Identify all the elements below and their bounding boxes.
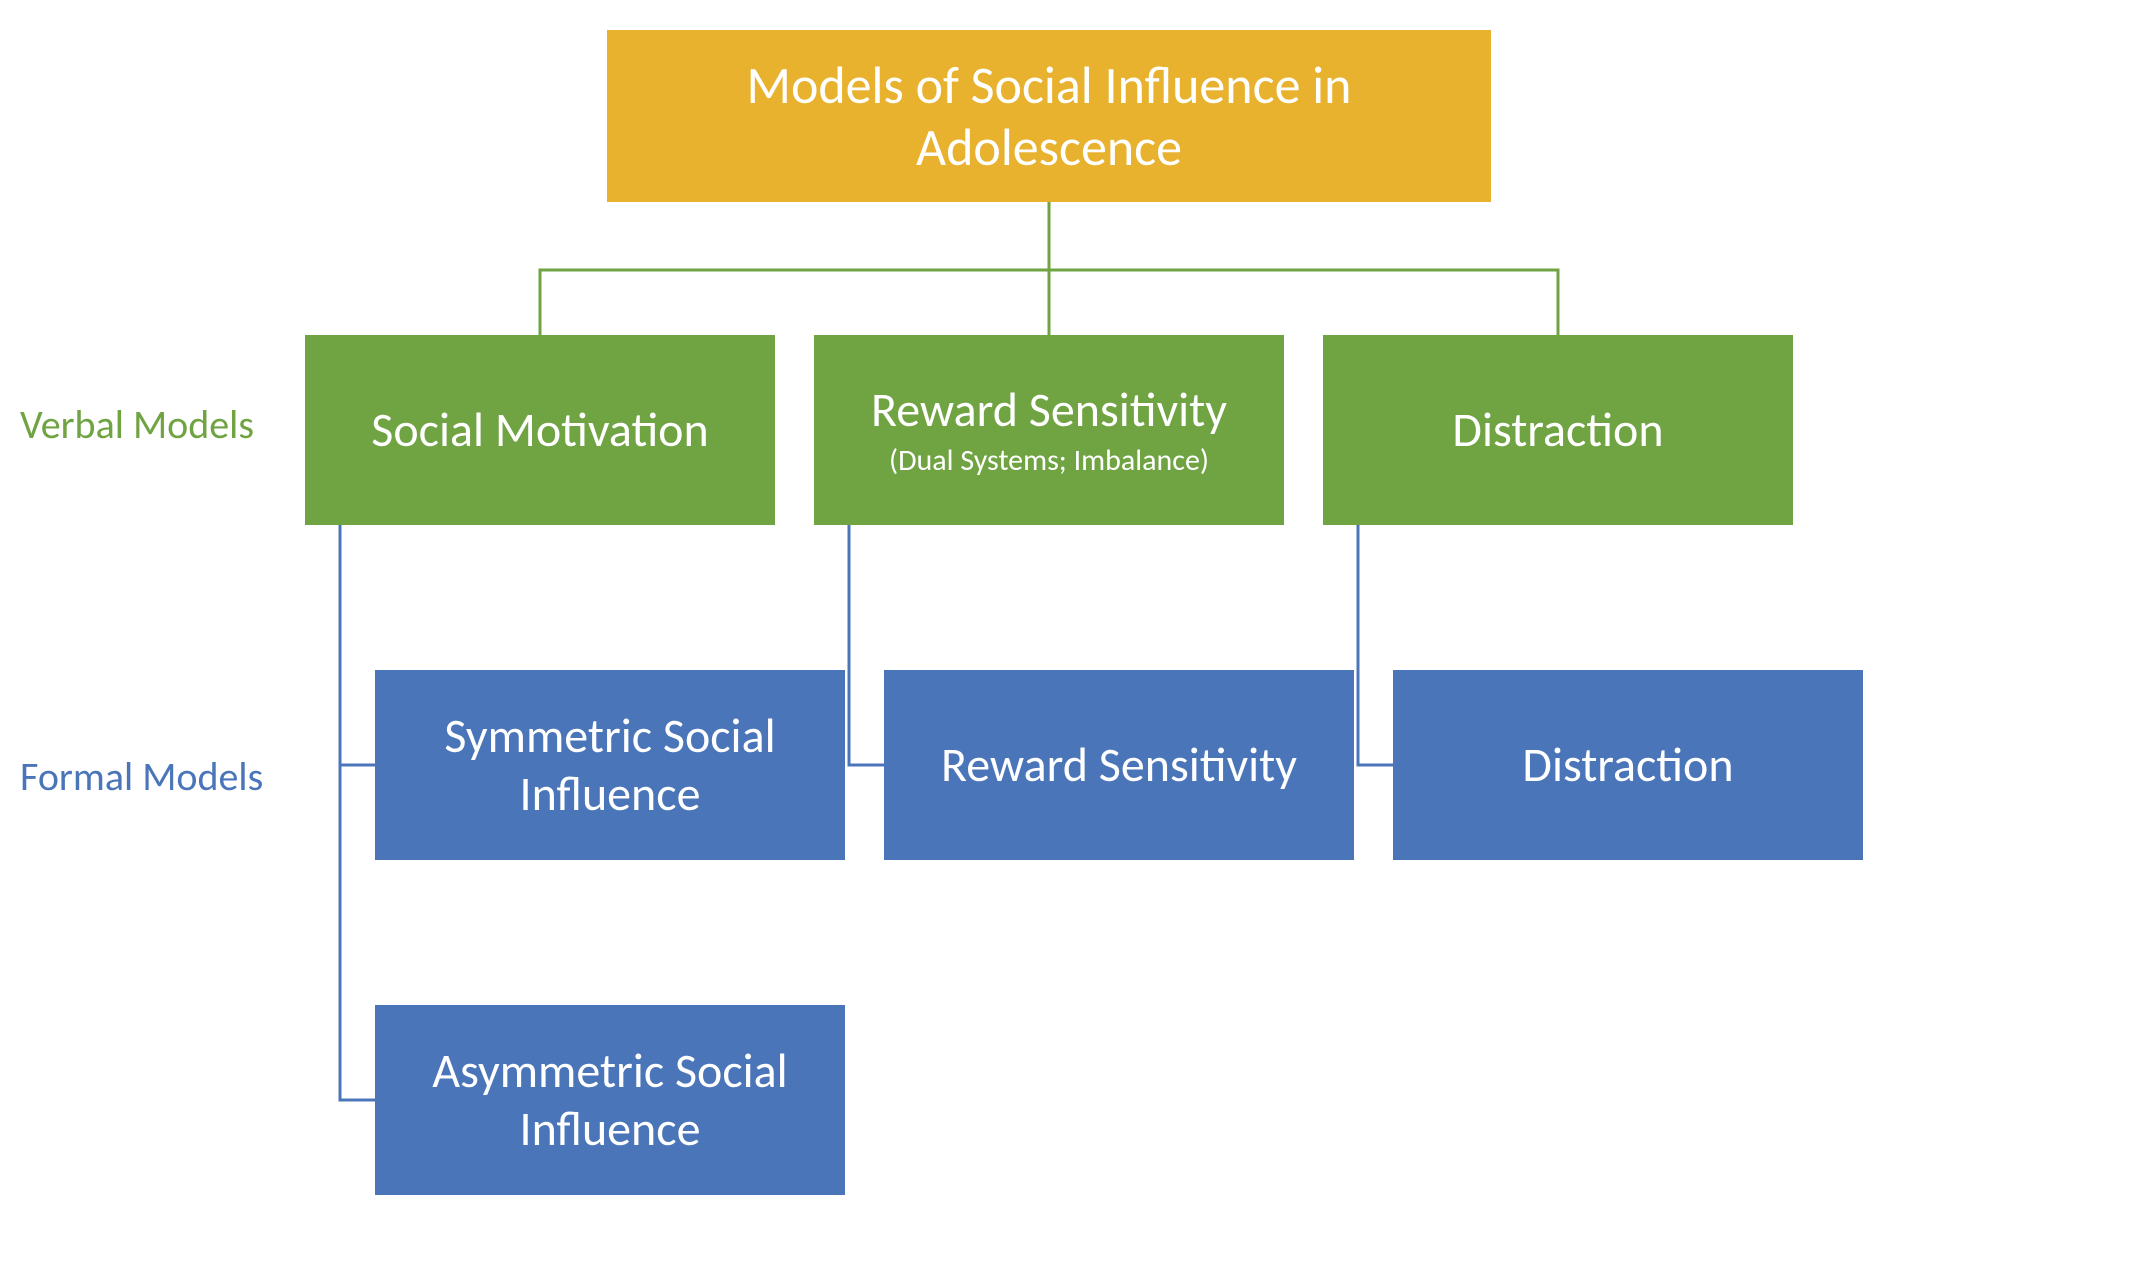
node-formal-reward-sensitivity: Reward Sensitivity (884, 670, 1354, 860)
node-fm-sym-label: Symmetric SocialInfluence (444, 707, 775, 822)
row-label-formal-models: Formal Models (20, 752, 263, 801)
node-vm-distract-label: Distraction (1452, 401, 1663, 459)
node-root-label: Models of Social Influence in Adolescenc… (621, 54, 1477, 179)
node-verbal-distraction: Distraction (1323, 335, 1793, 525)
node-verbal-social-motivation: Social Motivation (305, 335, 775, 525)
node-fm-reward-label: Reward Sensitivity (941, 736, 1297, 794)
node-fm-distract-label: Distraction (1522, 736, 1733, 794)
node-root-title: Models of Social Influence in Adolescenc… (607, 30, 1491, 202)
node-verbal-reward-sensitivity: Reward Sensitivity (Dual Systems; Imbala… (814, 335, 1284, 525)
node-fm-asym-label: Asymmetric SocialInfluence (432, 1042, 787, 1157)
edge-root-to-verbal (540, 202, 1558, 335)
node-vm-reward-label: Reward Sensitivity (871, 381, 1227, 439)
node-formal-asymmetric-social-influence: Asymmetric SocialInfluence (375, 1005, 845, 1195)
row-label-verbal-models: Verbal Models (20, 400, 254, 449)
node-vm-social-label: Social Motivation (371, 401, 708, 459)
node-formal-distraction: Distraction (1393, 670, 1863, 860)
diagram-stage: Verbal Models Formal Models Models of So… (0, 0, 2130, 1270)
node-vm-reward-sublabel: (Dual Systems; Imbalance) (889, 443, 1209, 479)
node-formal-symmetric-social-influence: Symmetric SocialInfluence (375, 670, 845, 860)
